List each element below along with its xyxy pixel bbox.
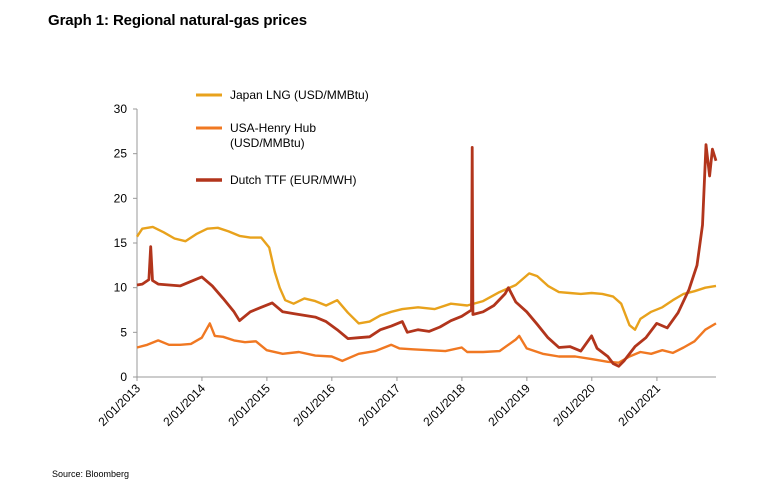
x-tick-label: 2/01/2021 (615, 381, 663, 429)
axes: 0 5 10 15 20 25 30 2/01/2013 2/01/2014 2/01/2015 2… (95, 102, 716, 429)
x-tick-label: 2/01/2014 (160, 381, 208, 429)
x-tick-label: 2/01/2018 (420, 381, 468, 429)
y-tick-label: 20 (114, 191, 128, 205)
series-line-japan-lng (135, 225, 717, 331)
x-tick-label: 2/01/2015 (225, 381, 273, 429)
legend-label-henry-hub: USA-Henry Hub (230, 121, 316, 135)
x-tick-label: 2/01/2019 (485, 381, 533, 429)
series-line-dutch-ttf (136, 143, 718, 368)
legend: Japan LNG (USD/MMBtu) USA-Henry Hub (USD… (196, 88, 369, 187)
legend-label-japan-lng: Japan LNG (USD/MMBtu) (230, 88, 369, 102)
x-tick-label: 2/01/2013 (95, 381, 143, 429)
y-tick-label: 5 (120, 325, 127, 339)
x-tick-label: 2/01/2016 (290, 381, 338, 429)
y-tick-label: 15 (114, 236, 128, 250)
y-tick-label: 30 (114, 102, 128, 116)
chart-title: Graph 1: Regional natural-gas prices (48, 12, 307, 29)
y-tick-label: 25 (114, 147, 128, 161)
legend-label-henry-hub-line2: (USD/MMBtu) (230, 136, 305, 150)
legend-label-dutch-ttf: Dutch TTF (EUR/MWH) (230, 173, 356, 187)
series-lines (135, 143, 718, 368)
y-tick-label: 0 (120, 370, 127, 384)
x-tick-label: 2/01/2017 (355, 381, 403, 429)
y-tick-label: 10 (114, 281, 128, 295)
series-line-henry-hub (136, 322, 717, 364)
x-tick-label: 2/01/2020 (550, 381, 598, 429)
source-note: Source: Bloomberg (52, 469, 130, 479)
